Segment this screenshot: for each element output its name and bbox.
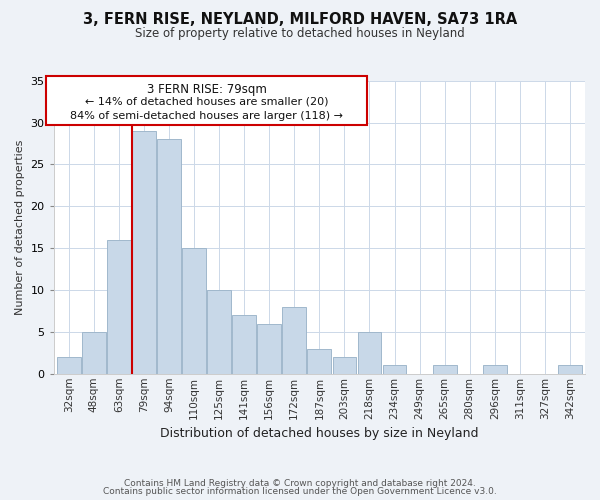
- Bar: [307, 348, 331, 374]
- X-axis label: Distribution of detached houses by size in Neyland: Distribution of detached houses by size …: [160, 427, 479, 440]
- Bar: [483, 366, 506, 374]
- Text: Contains HM Land Registry data © Crown copyright and database right 2024.: Contains HM Land Registry data © Crown c…: [124, 478, 476, 488]
- Bar: [82, 332, 106, 374]
- Bar: [207, 290, 231, 374]
- Bar: [257, 324, 281, 374]
- Bar: [383, 366, 406, 374]
- Text: 3, FERN RISE, NEYLAND, MILFORD HAVEN, SA73 1RA: 3, FERN RISE, NEYLAND, MILFORD HAVEN, SA…: [83, 12, 517, 28]
- Bar: [232, 315, 256, 374]
- Bar: [57, 357, 80, 374]
- Text: 84% of semi-detached houses are larger (118) →: 84% of semi-detached houses are larger (…: [70, 110, 343, 120]
- Bar: [558, 366, 582, 374]
- Bar: [332, 357, 356, 374]
- Bar: [182, 248, 206, 374]
- Text: ← 14% of detached houses are smaller (20): ← 14% of detached houses are smaller (20…: [85, 97, 328, 107]
- Bar: [358, 332, 382, 374]
- Text: Contains public sector information licensed under the Open Government Licence v3: Contains public sector information licen…: [103, 487, 497, 496]
- Text: 3 FERN RISE: 79sqm: 3 FERN RISE: 79sqm: [146, 83, 266, 96]
- Bar: [157, 140, 181, 374]
- Y-axis label: Number of detached properties: Number of detached properties: [15, 140, 25, 315]
- Bar: [433, 366, 457, 374]
- FancyBboxPatch shape: [46, 76, 367, 124]
- Text: Size of property relative to detached houses in Neyland: Size of property relative to detached ho…: [135, 28, 465, 40]
- Bar: [132, 131, 156, 374]
- Bar: [283, 307, 306, 374]
- Bar: [107, 240, 131, 374]
